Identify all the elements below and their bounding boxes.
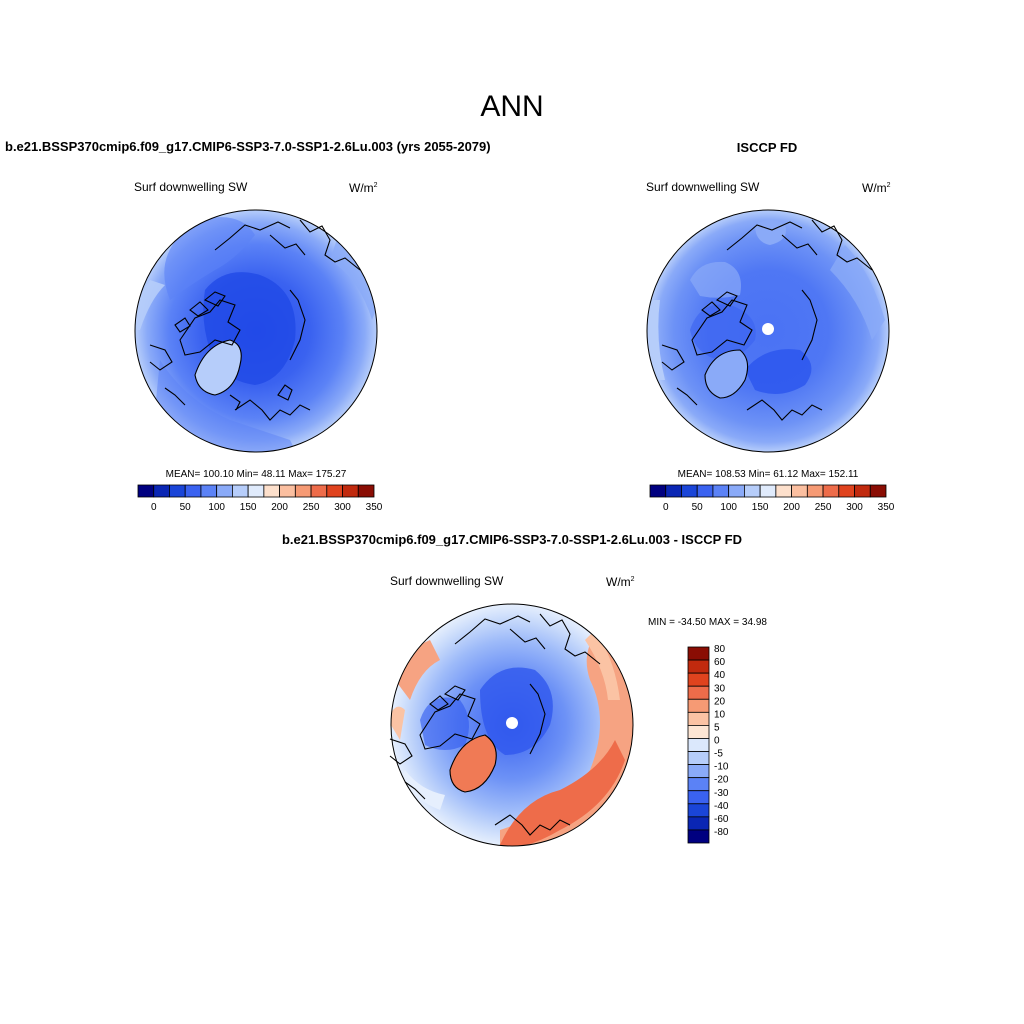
- colorbar-swatch: [728, 484, 745, 498]
- colorbar-tick-label: 250: [303, 502, 320, 513]
- colorbar-swatch: [665, 484, 682, 498]
- colorbar-swatch: [775, 484, 792, 498]
- colorbar-swatch: [687, 790, 710, 805]
- colorbar-swatch: [681, 484, 698, 498]
- variable-label-obs: Surf downwelling SW: [646, 180, 760, 194]
- colorbar-tick-label: -80: [714, 827, 729, 838]
- colorbar-swatch: [216, 484, 233, 498]
- colorbar-swatch: [806, 484, 824, 498]
- colorbar-tick-label: -60: [714, 814, 729, 825]
- colorbar-swatch: [687, 803, 710, 818]
- colorbar-diff: 80 60 40 30 20 10 5 0 -5 -10 -20 -30 -40 -60 -80: [687, 644, 729, 844]
- colorbar-tick-label: 80: [714, 644, 726, 655]
- colorbar-swatch: [687, 777, 710, 792]
- colorbar-swatch: [279, 484, 296, 498]
- colorbar-tick-label: 300: [846, 502, 863, 513]
- colorbar-tick-label: 60: [714, 657, 726, 668]
- colorbar-tick-label: -5: [714, 749, 723, 760]
- colorbar-swatch: [822, 484, 840, 498]
- colorbar-swatch: [357, 484, 375, 498]
- colorbar-tick-label: -40: [714, 801, 729, 812]
- polar-map-diff: [389, 603, 634, 847]
- colorbar-swatch: [744, 484, 761, 498]
- colorbar-tick-label: -30: [714, 788, 729, 799]
- colorbar-tick-label: -10: [714, 762, 729, 773]
- panel-title-diff: b.e21.BSSP370cmip6.f09_g17.CMIP6-SSP3-7.…: [281, 532, 742, 547]
- colorbar-swatch: [247, 484, 265, 498]
- colorbar-obs: 0 50 100 150 200 250 300 350: [649, 484, 895, 513]
- panel-title-model: b.e21.BSSP370cmip6.f09_g17.CMIP6-SSP3-7.…: [5, 139, 491, 154]
- colorbar-tick-label: 50: [180, 502, 192, 513]
- colorbar-swatch: [869, 484, 887, 498]
- colorbar-swatch: [231, 484, 249, 498]
- colorbar-swatch: [687, 659, 710, 674]
- polar-map-obs: [646, 209, 890, 453]
- colorbar-swatch: [687, 685, 710, 700]
- colorbar-swatch: [294, 484, 312, 498]
- colorbar-swatch: [712, 484, 730, 498]
- colorbar-swatch: [200, 484, 218, 498]
- colorbar-tick-label: 300: [334, 502, 351, 513]
- colorbar-swatch: [696, 484, 714, 498]
- variable-label-model: Surf downwelling SW: [134, 180, 248, 194]
- colorbar-tick-label: 250: [815, 502, 832, 513]
- colorbar-swatch: [687, 751, 710, 765]
- units-label-diff: W/m2: [606, 575, 635, 589]
- colorbar-tick-label: 10: [714, 709, 726, 720]
- colorbar-swatch: [687, 829, 710, 844]
- colorbar-swatch: [791, 484, 808, 498]
- colorbar-tick-label: -20: [714, 775, 729, 786]
- colorbar-swatch: [326, 484, 343, 498]
- colorbar-swatch: [687, 698, 710, 713]
- colorbar-swatch: [169, 484, 186, 498]
- colorbar-tick-label: 100: [720, 502, 737, 513]
- colorbar-swatch: [649, 484, 667, 498]
- colorbar-tick-label: 30: [714, 683, 726, 694]
- colorbar-tick-label: 350: [878, 502, 895, 513]
- colorbar-tick-label: 350: [366, 502, 383, 513]
- units-label-obs: W/m2: [862, 181, 891, 195]
- colorbar-swatch: [184, 484, 202, 498]
- colorbar-model: 0 50 100 150 200 250 300 350: [137, 484, 383, 513]
- colorbar-tick-label: 0: [151, 502, 157, 513]
- colorbar-tick-label: 200: [271, 502, 288, 513]
- colorbar-swatch: [687, 646, 710, 661]
- figure-title: ANN: [480, 90, 544, 123]
- colorbar-swatch: [153, 484, 170, 498]
- colorbar-tick-label: 20: [714, 696, 726, 707]
- colorbar-swatch: [342, 484, 359, 498]
- variable-label-diff: Surf downwelling SW: [390, 574, 504, 588]
- colorbar-swatch: [310, 484, 328, 498]
- colorbar-swatch: [687, 711, 710, 726]
- colorbar-swatch: [137, 484, 155, 498]
- panel-title-obs: ISCCP FD: [736, 140, 798, 155]
- colorbar-swatch: [687, 672, 710, 687]
- stats-obs: MEAN= 108.53 Min= 61.12 Max= 152.11: [677, 469, 859, 480]
- colorbar-tick-label: 40: [714, 670, 726, 681]
- colorbar-swatch: [687, 738, 710, 752]
- colorbar-tick-label: 150: [752, 502, 769, 513]
- colorbar-swatch: [263, 484, 281, 498]
- colorbar-tick-label: 0: [714, 736, 720, 747]
- colorbar-tick-label: 50: [692, 502, 704, 513]
- colorbar-swatch: [759, 484, 777, 498]
- stats-diff: MIN = -34.50 MAX = 34.98: [648, 617, 767, 628]
- colorbar-tick-label: 5: [714, 722, 720, 733]
- stats-model: MEAN= 100.10 Min= 48.11 Max= 175.27: [165, 469, 347, 480]
- colorbar-tick-label: 200: [783, 502, 800, 513]
- colorbar-swatch: [854, 484, 871, 498]
- colorbar-tick-label: 150: [240, 502, 257, 513]
- colorbar-tick-label: 0: [663, 502, 669, 513]
- colorbar-swatch: [838, 484, 855, 498]
- colorbar-tick-label: 100: [208, 502, 225, 513]
- units-label-model: W/m2: [349, 181, 378, 195]
- colorbar-swatch: [687, 764, 710, 779]
- colorbar-swatch: [687, 725, 710, 739]
- colorbar-swatch: [687, 816, 710, 831]
- polar-map-model: [134, 209, 378, 453]
